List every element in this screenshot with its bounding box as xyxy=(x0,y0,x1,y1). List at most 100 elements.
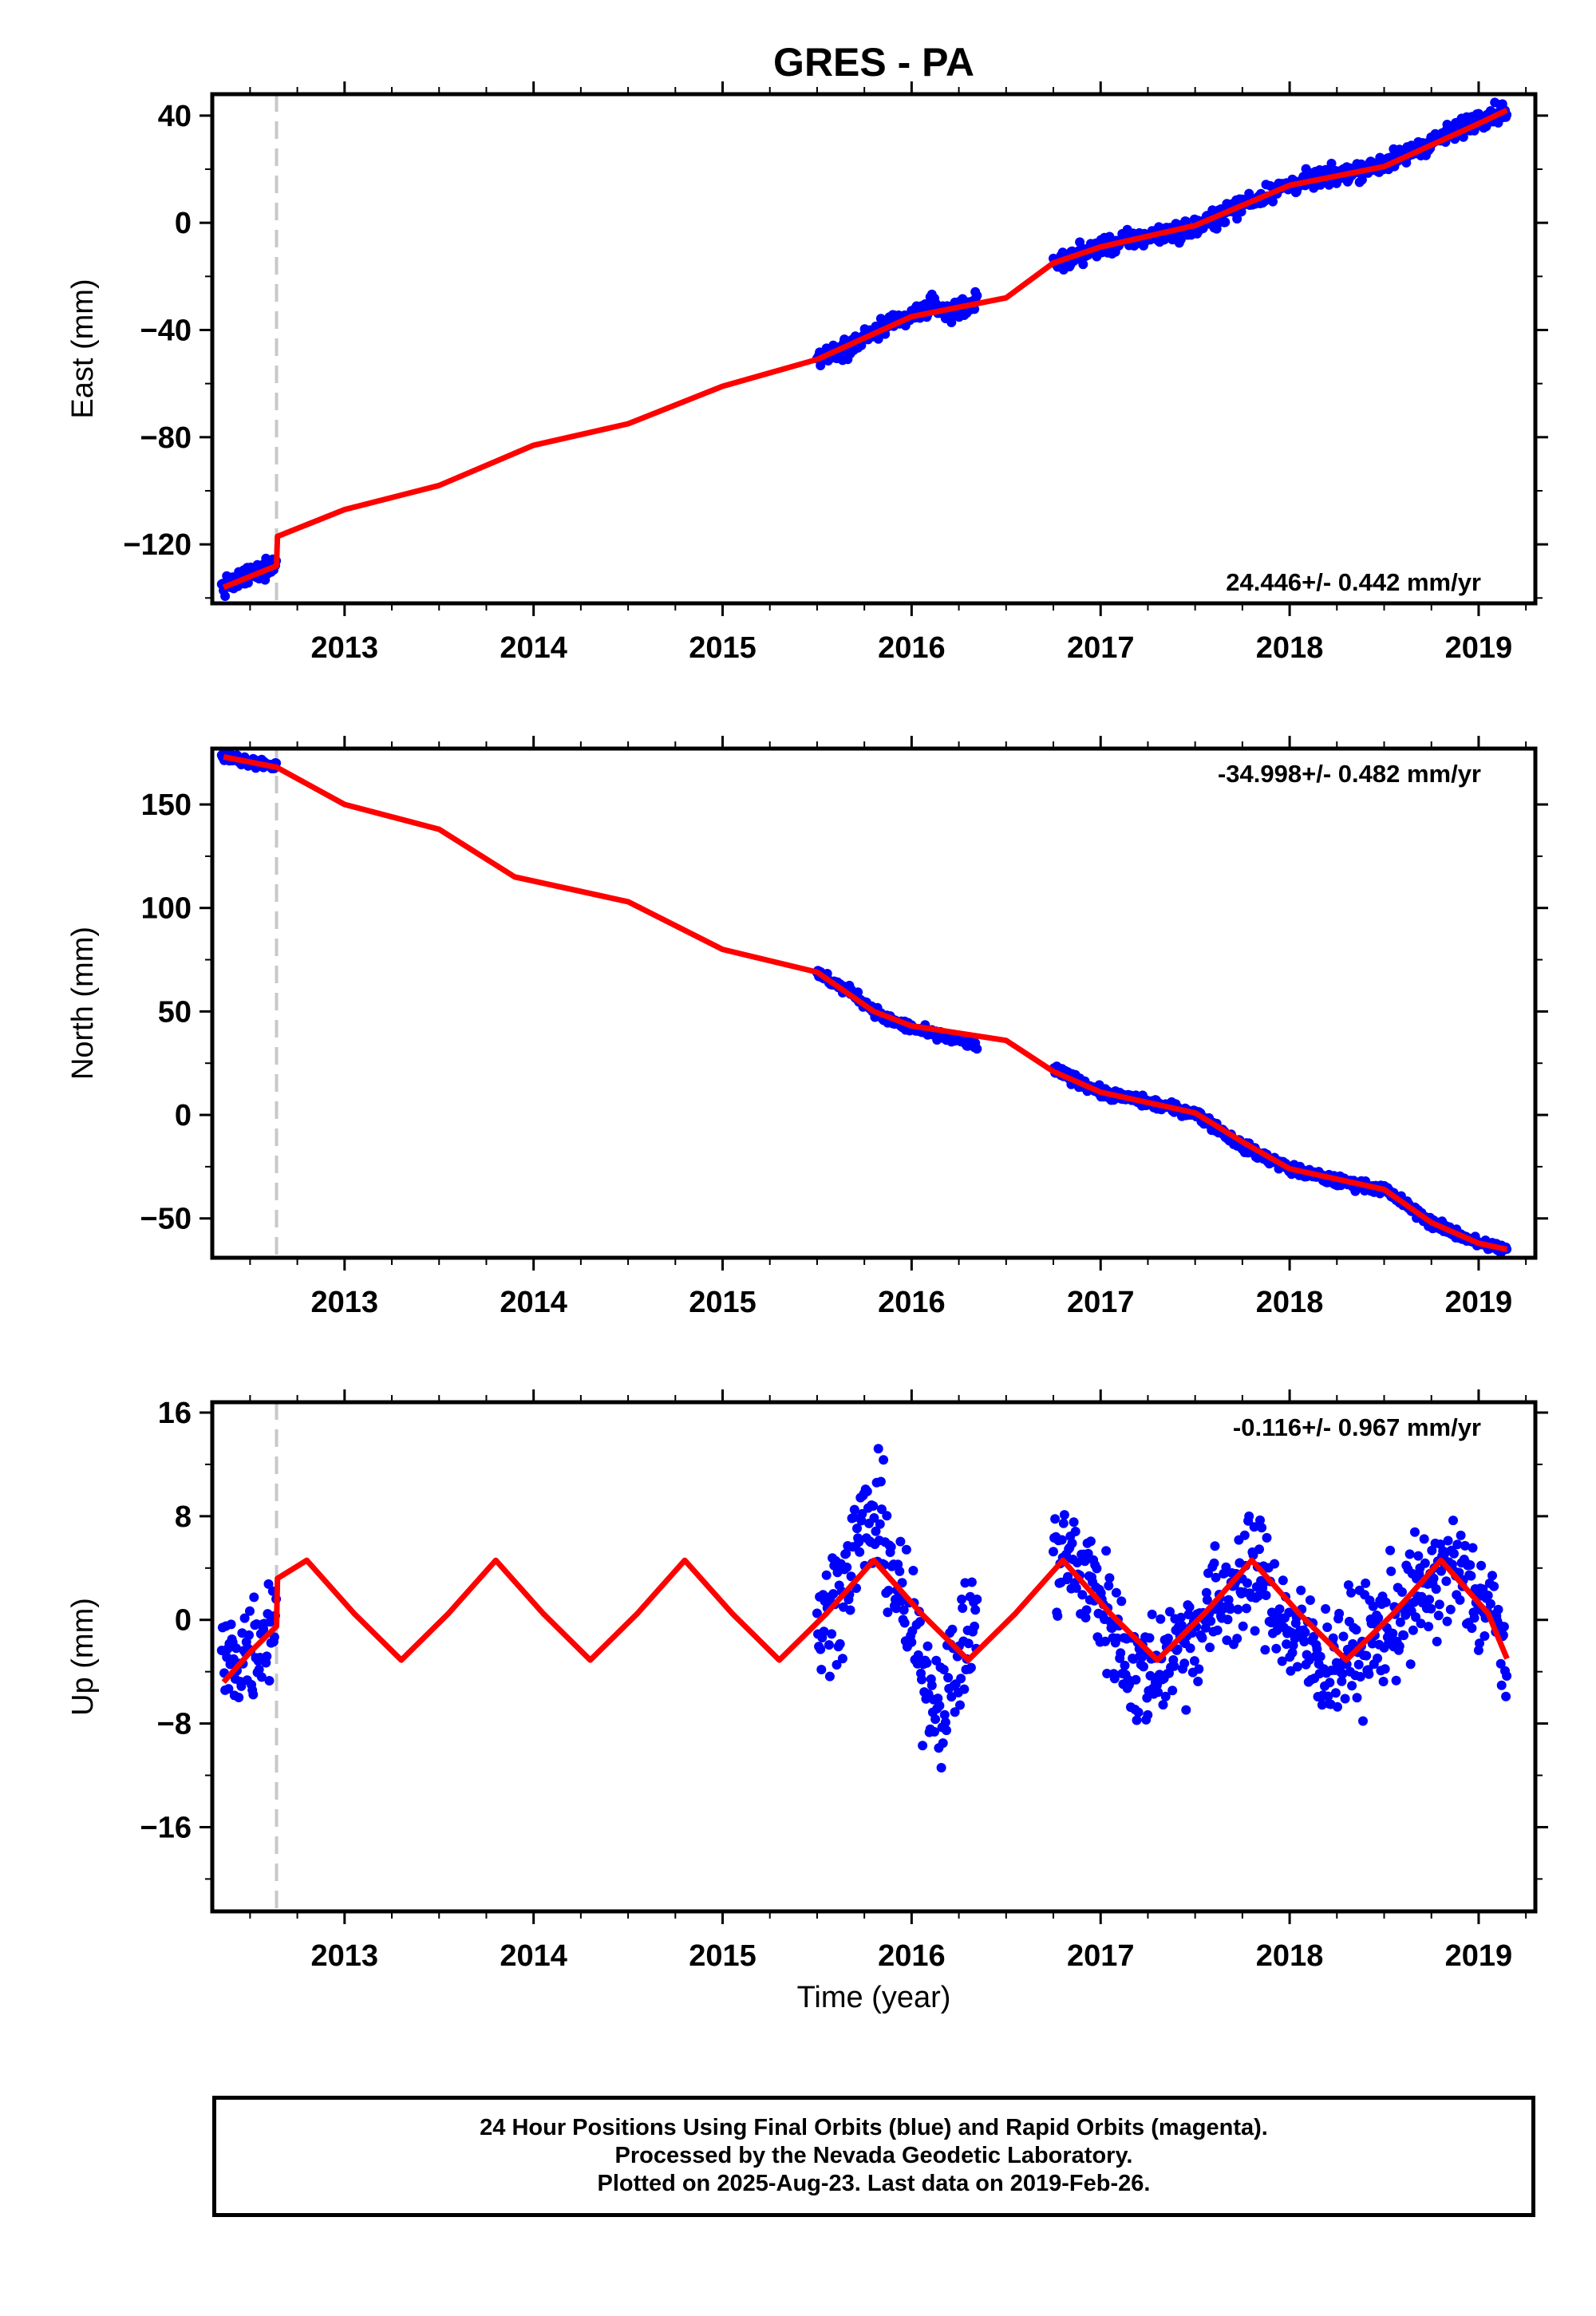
data-point xyxy=(1455,1595,1465,1605)
data-point xyxy=(262,1651,272,1662)
data-point xyxy=(1104,1573,1115,1583)
data-point xyxy=(1242,1578,1252,1588)
data-point xyxy=(1493,1604,1503,1614)
data-point xyxy=(1495,1658,1506,1669)
data-point xyxy=(816,1644,826,1654)
data-point xyxy=(1085,1536,1096,1547)
data-point xyxy=(1163,1633,1173,1643)
x-tick-label: 2014 xyxy=(500,631,567,665)
data-point xyxy=(1334,1608,1345,1618)
y-tick-label: −120 xyxy=(123,528,192,562)
data-point xyxy=(1489,1581,1499,1591)
data-point xyxy=(837,1654,847,1664)
data-point xyxy=(1465,1560,1476,1570)
data-point xyxy=(1144,1633,1155,1643)
data-point xyxy=(930,1714,941,1725)
data-point xyxy=(875,1519,885,1529)
data-point xyxy=(824,1640,834,1650)
data-point xyxy=(835,1638,845,1649)
data-point xyxy=(1183,1610,1194,1619)
data-point xyxy=(1408,1625,1418,1635)
data-point xyxy=(1242,1603,1251,1614)
data-point xyxy=(896,1596,907,1607)
y-tick-label: −16 xyxy=(140,1811,192,1844)
data-point xyxy=(1420,1558,1430,1568)
final-orbit-points xyxy=(216,97,1512,601)
data-point xyxy=(869,1513,879,1523)
panel-frame xyxy=(210,746,1538,1260)
y-tick-label: 0 xyxy=(175,207,192,240)
data-point xyxy=(1177,1620,1187,1630)
data-point xyxy=(1378,1677,1389,1686)
footer-line-2: Processed by the Nevada Geodetic Laborat… xyxy=(614,2143,1133,2168)
data-point xyxy=(891,1603,902,1614)
data-point xyxy=(824,1671,835,1682)
data-point xyxy=(1433,1611,1444,1621)
data-point xyxy=(1445,1604,1456,1614)
data-point xyxy=(1120,1660,1130,1670)
data-point xyxy=(1248,1550,1258,1560)
data-point xyxy=(938,1665,949,1674)
data-point xyxy=(1394,1641,1404,1651)
data-point xyxy=(1434,1599,1444,1610)
data-point xyxy=(957,1595,967,1604)
data-point xyxy=(1179,1658,1190,1669)
y-tick-label: −50 xyxy=(140,1203,192,1236)
data-point xyxy=(901,1544,911,1555)
data-point xyxy=(1292,1662,1302,1672)
data-point xyxy=(264,1676,275,1686)
data-point xyxy=(1132,1715,1142,1725)
data-point xyxy=(1338,1631,1349,1642)
data-point xyxy=(254,1664,264,1674)
y-axis-label: East (mm) xyxy=(66,279,100,418)
data-point xyxy=(950,1707,960,1717)
data-point xyxy=(1416,1618,1426,1629)
data-point xyxy=(269,1632,279,1642)
data-point xyxy=(1469,1613,1479,1623)
y-tick-label: 8 xyxy=(175,1500,192,1534)
data-point xyxy=(1351,1625,1361,1635)
data-point xyxy=(1158,1700,1168,1710)
plot-area xyxy=(216,1402,1512,1911)
data-point xyxy=(955,1700,965,1710)
data-point xyxy=(223,1684,234,1694)
data-point xyxy=(1404,1549,1415,1559)
data-point xyxy=(1296,1585,1306,1595)
data-point xyxy=(1200,1622,1211,1633)
data-point xyxy=(1078,259,1088,270)
data-point xyxy=(1419,1534,1429,1544)
data-point xyxy=(926,1680,937,1690)
data-point xyxy=(852,1524,862,1534)
data-point xyxy=(1077,1590,1088,1600)
y-tick-label: 16 xyxy=(158,1397,192,1430)
data-point xyxy=(828,1589,839,1599)
data-point xyxy=(1063,1571,1073,1582)
data-point xyxy=(1346,1587,1357,1598)
data-point xyxy=(1147,1609,1157,1619)
data-point xyxy=(1386,1566,1396,1576)
y-tick-label: 150 xyxy=(141,788,192,822)
data-point xyxy=(1395,1617,1405,1627)
footer-line-3: Plotted on 2025-Aug-23. Last data on 201… xyxy=(597,2171,1151,2196)
data-point xyxy=(1197,1633,1207,1643)
x-tick-label: 2017 xyxy=(1067,1939,1135,1973)
data-point xyxy=(1092,1563,1102,1574)
data-point xyxy=(1104,1580,1114,1591)
y-tick-label: −40 xyxy=(140,314,192,347)
data-point xyxy=(871,1526,881,1536)
data-point xyxy=(857,1508,867,1519)
data-point xyxy=(1499,1622,1509,1632)
data-point xyxy=(1262,1532,1272,1543)
data-point xyxy=(1232,214,1242,224)
data-point xyxy=(1431,1584,1441,1595)
data-point xyxy=(1274,1604,1285,1614)
data-point xyxy=(1232,1634,1242,1644)
data-point xyxy=(913,1650,923,1660)
data-point xyxy=(1340,1694,1350,1704)
data-point xyxy=(1426,1603,1436,1614)
data-point xyxy=(1080,1613,1091,1622)
x-tick-label: 2016 xyxy=(878,631,946,665)
data-point xyxy=(1353,1659,1364,1670)
data-point xyxy=(1361,1650,1372,1661)
data-point xyxy=(1424,1622,1434,1632)
